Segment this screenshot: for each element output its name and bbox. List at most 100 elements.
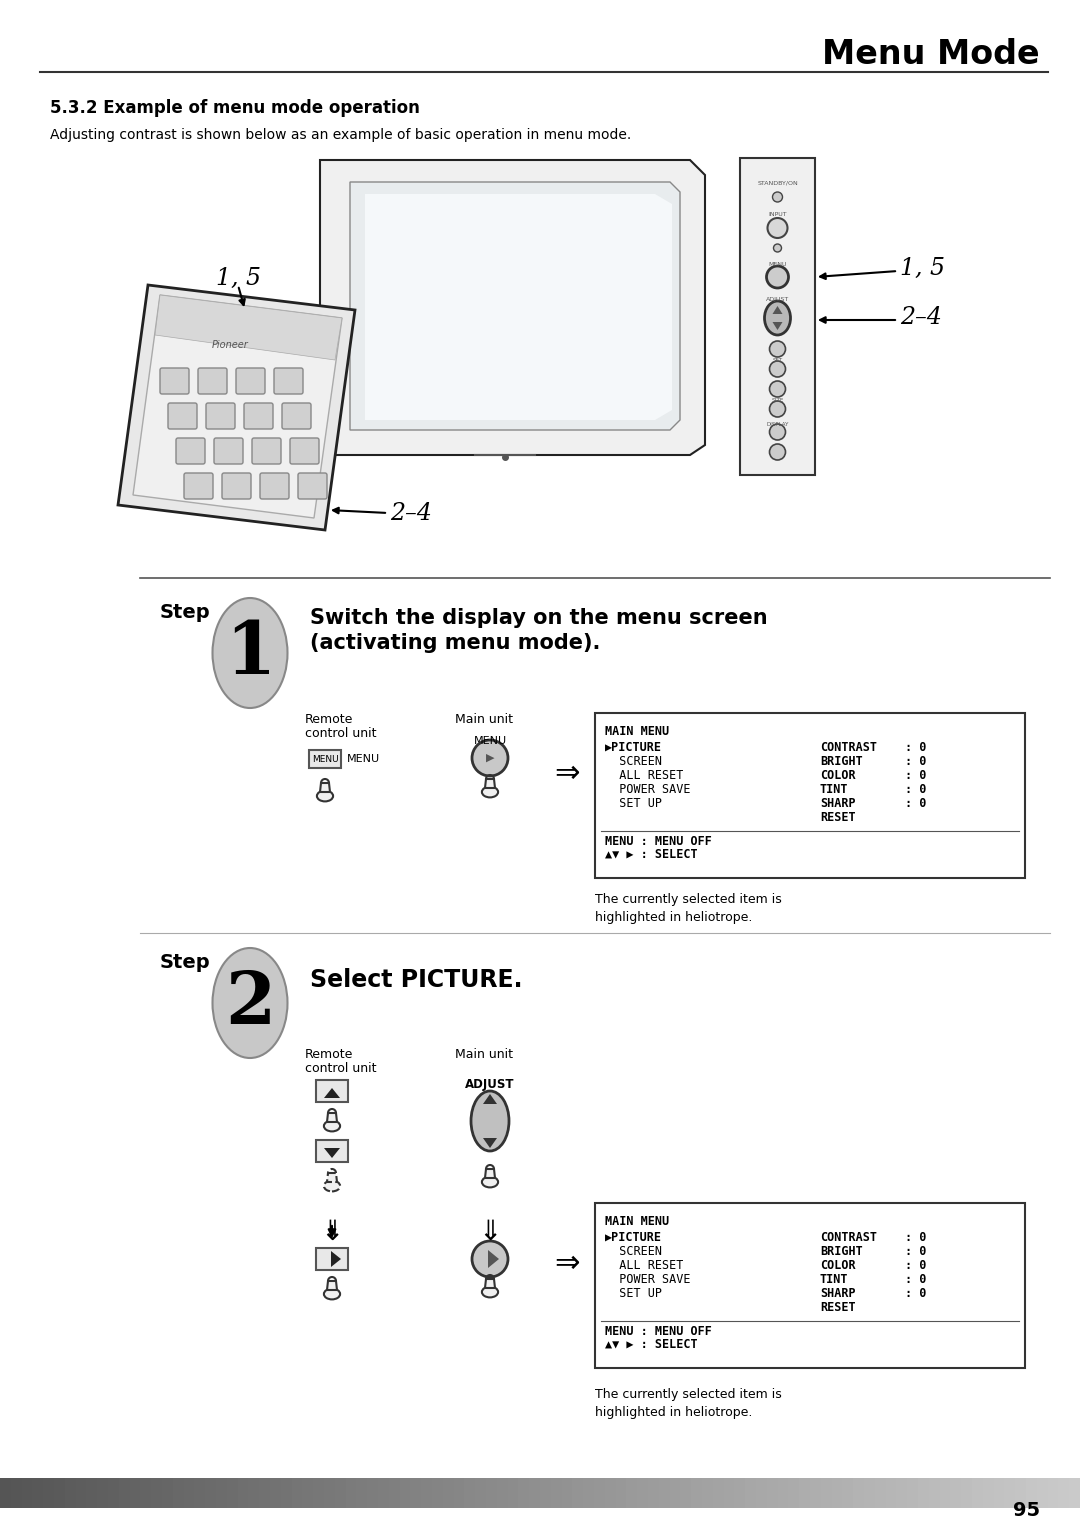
Bar — [454, 1478, 464, 1508]
Bar — [1037, 1478, 1048, 1508]
Bar — [518, 1478, 529, 1508]
Text: : 0: : 0 — [905, 755, 927, 769]
Bar — [389, 1478, 400, 1508]
Text: ▶PICTURE: ▶PICTURE — [605, 1232, 662, 1244]
Bar — [335, 1478, 346, 1508]
Text: Switch the display on the menu screen: Switch the display on the menu screen — [310, 608, 768, 628]
Polygon shape — [156, 295, 342, 361]
Text: ⇓: ⇓ — [321, 1218, 343, 1245]
Bar — [583, 1478, 594, 1508]
Text: SIZE: SIZE — [771, 399, 784, 403]
Text: CONTRAST: CONTRAST — [820, 741, 877, 753]
Bar — [140, 1478, 151, 1508]
Circle shape — [472, 1241, 508, 1277]
FancyBboxPatch shape — [206, 403, 235, 429]
FancyBboxPatch shape — [176, 439, 205, 465]
Text: COLOR: COLOR — [820, 1259, 855, 1271]
Bar — [259, 1478, 270, 1508]
FancyBboxPatch shape — [184, 474, 213, 500]
Text: Pioneer: Pioneer — [212, 341, 248, 350]
Bar — [983, 1478, 994, 1508]
Ellipse shape — [324, 1181, 340, 1192]
Text: POWER SAVE: POWER SAVE — [605, 782, 690, 796]
Text: (activating menu mode).: (activating menu mode). — [310, 633, 600, 652]
Text: MENU : MENU OFF: MENU : MENU OFF — [605, 1325, 712, 1339]
Polygon shape — [772, 306, 783, 313]
Bar — [595, 714, 1025, 879]
Text: TINT: TINT — [820, 782, 849, 796]
Text: ▲▼ ▶ : SELECT: ▲▼ ▶ : SELECT — [605, 1339, 698, 1351]
Text: ▶: ▶ — [486, 753, 495, 762]
Ellipse shape — [482, 1287, 498, 1297]
Bar — [238, 1478, 248, 1508]
Polygon shape — [327, 1174, 337, 1183]
Bar — [421, 1478, 432, 1508]
Bar — [680, 1478, 691, 1508]
Ellipse shape — [482, 1177, 498, 1187]
Bar — [907, 1478, 918, 1508]
Bar — [130, 1478, 140, 1508]
Text: MAIN MENU: MAIN MENU — [605, 1215, 670, 1229]
Bar — [97, 1478, 108, 1508]
Bar — [410, 1478, 421, 1508]
Polygon shape — [485, 1169, 495, 1178]
Ellipse shape — [213, 597, 287, 707]
Polygon shape — [133, 295, 342, 518]
Polygon shape — [330, 1251, 341, 1267]
Circle shape — [472, 740, 508, 776]
Bar — [486, 1478, 497, 1508]
Bar — [740, 157, 815, 475]
FancyBboxPatch shape — [291, 439, 319, 465]
Text: : 0: : 0 — [905, 769, 927, 782]
Text: STANDBY/ON: STANDBY/ON — [757, 180, 798, 185]
FancyBboxPatch shape — [244, 403, 273, 429]
Text: ⇒: ⇒ — [554, 1248, 580, 1277]
Text: : 0: : 0 — [905, 1232, 927, 1244]
Bar — [799, 1478, 810, 1508]
Bar — [378, 1478, 389, 1508]
Bar — [821, 1478, 832, 1508]
Ellipse shape — [316, 790, 333, 801]
FancyBboxPatch shape — [252, 439, 281, 465]
Text: Select PICTURE.: Select PICTURE. — [310, 969, 523, 992]
Bar — [248, 1478, 259, 1508]
FancyBboxPatch shape — [160, 368, 189, 394]
Bar — [316, 1248, 348, 1270]
Bar — [281, 1478, 292, 1508]
Polygon shape — [324, 1088, 340, 1099]
Polygon shape — [350, 182, 680, 429]
Polygon shape — [483, 1094, 497, 1105]
Bar — [194, 1478, 205, 1508]
Bar — [929, 1478, 940, 1508]
Text: Main unit: Main unit — [455, 714, 513, 726]
Text: 1, 5: 1, 5 — [900, 257, 945, 280]
Bar — [551, 1478, 562, 1508]
Text: Step: Step — [160, 604, 211, 622]
Text: RESET: RESET — [820, 811, 855, 824]
Text: SET UP: SET UP — [605, 1287, 662, 1300]
Bar — [86, 1478, 97, 1508]
FancyBboxPatch shape — [198, 368, 227, 394]
Polygon shape — [365, 194, 672, 420]
Text: Main unit: Main unit — [455, 1048, 513, 1060]
Text: COLOR: COLOR — [820, 769, 855, 782]
Text: ALL RESET: ALL RESET — [605, 769, 684, 782]
Bar — [1069, 1478, 1080, 1508]
FancyBboxPatch shape — [298, 474, 327, 500]
Text: highlighted in heliotrope.: highlighted in heliotrope. — [595, 911, 753, 924]
Ellipse shape — [471, 1091, 509, 1151]
Bar — [626, 1478, 637, 1508]
Text: Step: Step — [160, 953, 211, 972]
Bar — [65, 1478, 76, 1508]
Text: MENU : MENU OFF: MENU : MENU OFF — [605, 834, 712, 848]
Bar — [788, 1478, 799, 1508]
Bar — [994, 1478, 1004, 1508]
Polygon shape — [488, 1250, 499, 1268]
Text: Remote: Remote — [305, 1048, 353, 1060]
Text: : 0: : 0 — [905, 1245, 927, 1258]
Text: 95: 95 — [1013, 1500, 1040, 1519]
Text: MENU: MENU — [473, 736, 507, 746]
Bar — [508, 1478, 518, 1508]
Bar — [529, 1478, 540, 1508]
Text: SCREEN: SCREEN — [605, 755, 662, 769]
